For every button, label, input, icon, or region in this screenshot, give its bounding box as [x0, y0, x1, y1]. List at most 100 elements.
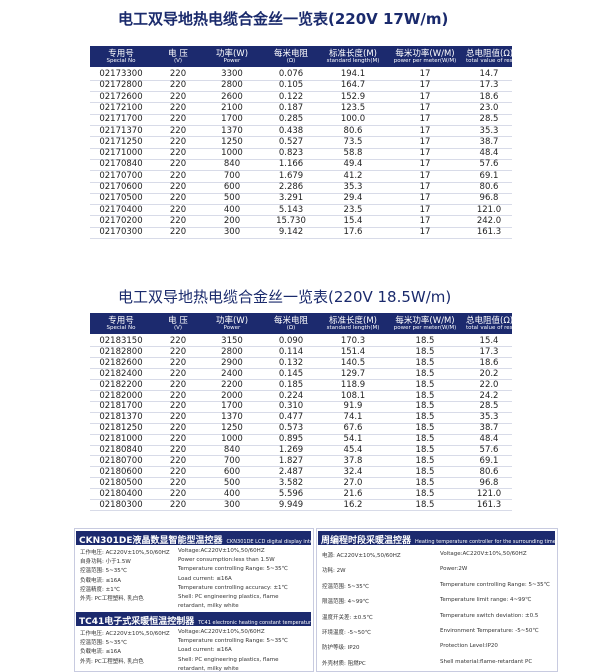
spec-en: Temperature controlling Range: 5~35℃	[178, 566, 288, 573]
table-cell: 220	[169, 80, 187, 91]
header-zh: 电 压	[168, 316, 188, 326]
table-cell: 80.6	[479, 182, 499, 192]
header-zh: 专用号	[108, 316, 134, 326]
row-line	[90, 455, 512, 457]
table-cell: 1250	[221, 136, 243, 147]
table-cell: 5.143	[278, 204, 304, 215]
row-line	[90, 147, 512, 149]
table-cell: 02170400	[99, 204, 143, 215]
spec-zh: 控温范围: 5~35℃	[322, 583, 369, 590]
table-cell: 1.679	[278, 170, 304, 181]
table-cell: 5.596	[278, 488, 304, 499]
table-cell: 220	[169, 357, 187, 368]
spec-zh: 温度开关差: ±0.5℃	[322, 614, 373, 621]
table-cell: 0.132	[278, 357, 304, 368]
table-cell: 02170500	[99, 193, 143, 204]
spec-en: retardant, milky white	[178, 603, 239, 610]
header-zh: 总电阻值(Ω)	[466, 49, 514, 59]
spec-en: Load current: ≤16A	[178, 647, 232, 654]
row-line	[90, 368, 512, 370]
table-cell: 48.4	[479, 434, 499, 445]
table-cell: 17	[419, 204, 431, 215]
spec-en: Temperature limit range: 4~99℃	[440, 597, 532, 604]
table-cell: 02170700	[99, 170, 143, 181]
row-line	[90, 102, 512, 104]
header-en: total value of resistance	[466, 58, 533, 64]
table-cell: 37.8	[343, 455, 363, 466]
table-cell: 20.2	[479, 368, 499, 379]
table-cell: 300	[223, 227, 241, 238]
table-cell: 17.3	[479, 346, 499, 357]
table-cell: 220	[169, 125, 187, 136]
table-cell: 151.4	[340, 346, 366, 357]
table-cell: 17	[419, 215, 431, 226]
table-cell: 17	[419, 193, 431, 204]
table-cell: 164.7	[340, 80, 366, 91]
table-cell: 54.1	[343, 434, 363, 445]
spec-zh: 工作电压: AC220V±10%,50/60HZ	[80, 631, 170, 637]
table-cell: 29.4	[343, 193, 363, 204]
spec-zh: 负载电流: ≤16A	[80, 577, 121, 584]
table-cell: 220	[169, 346, 187, 357]
table-cell: 17.3	[479, 80, 499, 91]
header-zh: 专用号	[108, 49, 134, 59]
table-cell: 35.3	[479, 412, 499, 423]
table-cell: 02182800	[99, 346, 143, 357]
table-cell: 18.5	[415, 477, 435, 488]
spec-zh: 外壳: PC工程塑料, 乳白色	[80, 658, 144, 665]
table-cell: 700	[223, 170, 241, 181]
row-line	[90, 499, 512, 500]
table-cell: 02180300	[99, 499, 143, 510]
table-cell: 0.114	[278, 346, 304, 357]
table-cell: 02170200	[99, 215, 143, 226]
table-cell: 2400	[221, 368, 243, 379]
row-line	[90, 444, 512, 446]
table-cell: 17	[419, 227, 431, 238]
product-title: CKN301DE液晶数显智能型温控器	[79, 536, 223, 545]
product-title: 周编程时段采暖温控器	[321, 536, 412, 545]
row-line	[90, 466, 512, 468]
table-cell: 152.9	[340, 91, 366, 102]
product-title-bar: CKN301DE液晶数显智能型温控器 CKN301DE LCD digital d…	[76, 531, 311, 545]
table-cell: 80.6	[479, 466, 499, 477]
table-cell: 15.4	[479, 336, 499, 346]
table-cell: 220	[169, 215, 187, 226]
row-line	[90, 411, 512, 413]
table-cell: 02171250	[99, 136, 143, 147]
table-cell: 02170300	[99, 227, 143, 238]
table-cell: 220	[169, 466, 187, 477]
spec-zh: 外壳材质: 阻燃PC	[322, 660, 366, 667]
table-cell: 0.527	[278, 136, 304, 147]
table-cell: 69.1	[479, 170, 499, 181]
table-cell: 35.3	[479, 125, 499, 136]
table-cell: 121.0	[476, 488, 502, 499]
product-title-bar: 周编程时段采暖温控器 Heating temperature controller…	[318, 531, 555, 545]
table-cell: 15.4	[343, 215, 363, 226]
spec-en: retardant, milky white	[178, 665, 239, 672]
spec-zh: 环境温度: -5~50℃	[322, 630, 371, 636]
table-cell: 600	[223, 182, 241, 192]
table-cell: 17	[419, 136, 431, 147]
table-cell: 220	[169, 423, 187, 434]
table-cell: 140.5	[340, 357, 366, 368]
table-cell: 0.285	[278, 114, 304, 125]
spec-en: Load current: ≤16A	[178, 575, 232, 582]
spec-zh: 自身功耗: 小于1.5W	[80, 559, 131, 566]
table-cell: 1000	[221, 148, 243, 159]
table-cell: 21.6	[343, 488, 363, 499]
table-cell: 3.291	[278, 193, 304, 204]
spec-en: Power consumption:less than 1.5W	[178, 557, 275, 564]
table-cell: 220	[169, 159, 187, 170]
table-cell: 170.3	[340, 336, 366, 346]
table-cell: 02171370	[99, 125, 143, 136]
spec-en: Shell: PC engineering plastics, flame	[178, 594, 279, 600]
header-zh: 总电阻值(Ω)	[466, 316, 514, 326]
spec-en: Voltage:AC220V±10%,50/60HZ	[178, 548, 265, 554]
spec-zh: 功耗: 2W	[322, 568, 346, 575]
table-cell: 400	[223, 204, 241, 215]
row-line	[90, 379, 512, 381]
table-cell: 17	[419, 170, 431, 181]
spec-en: Temperature controlling Range: 5~35℃	[440, 581, 550, 588]
table-cell: 41.2	[343, 170, 363, 181]
table-cell: 0.823	[278, 148, 304, 159]
